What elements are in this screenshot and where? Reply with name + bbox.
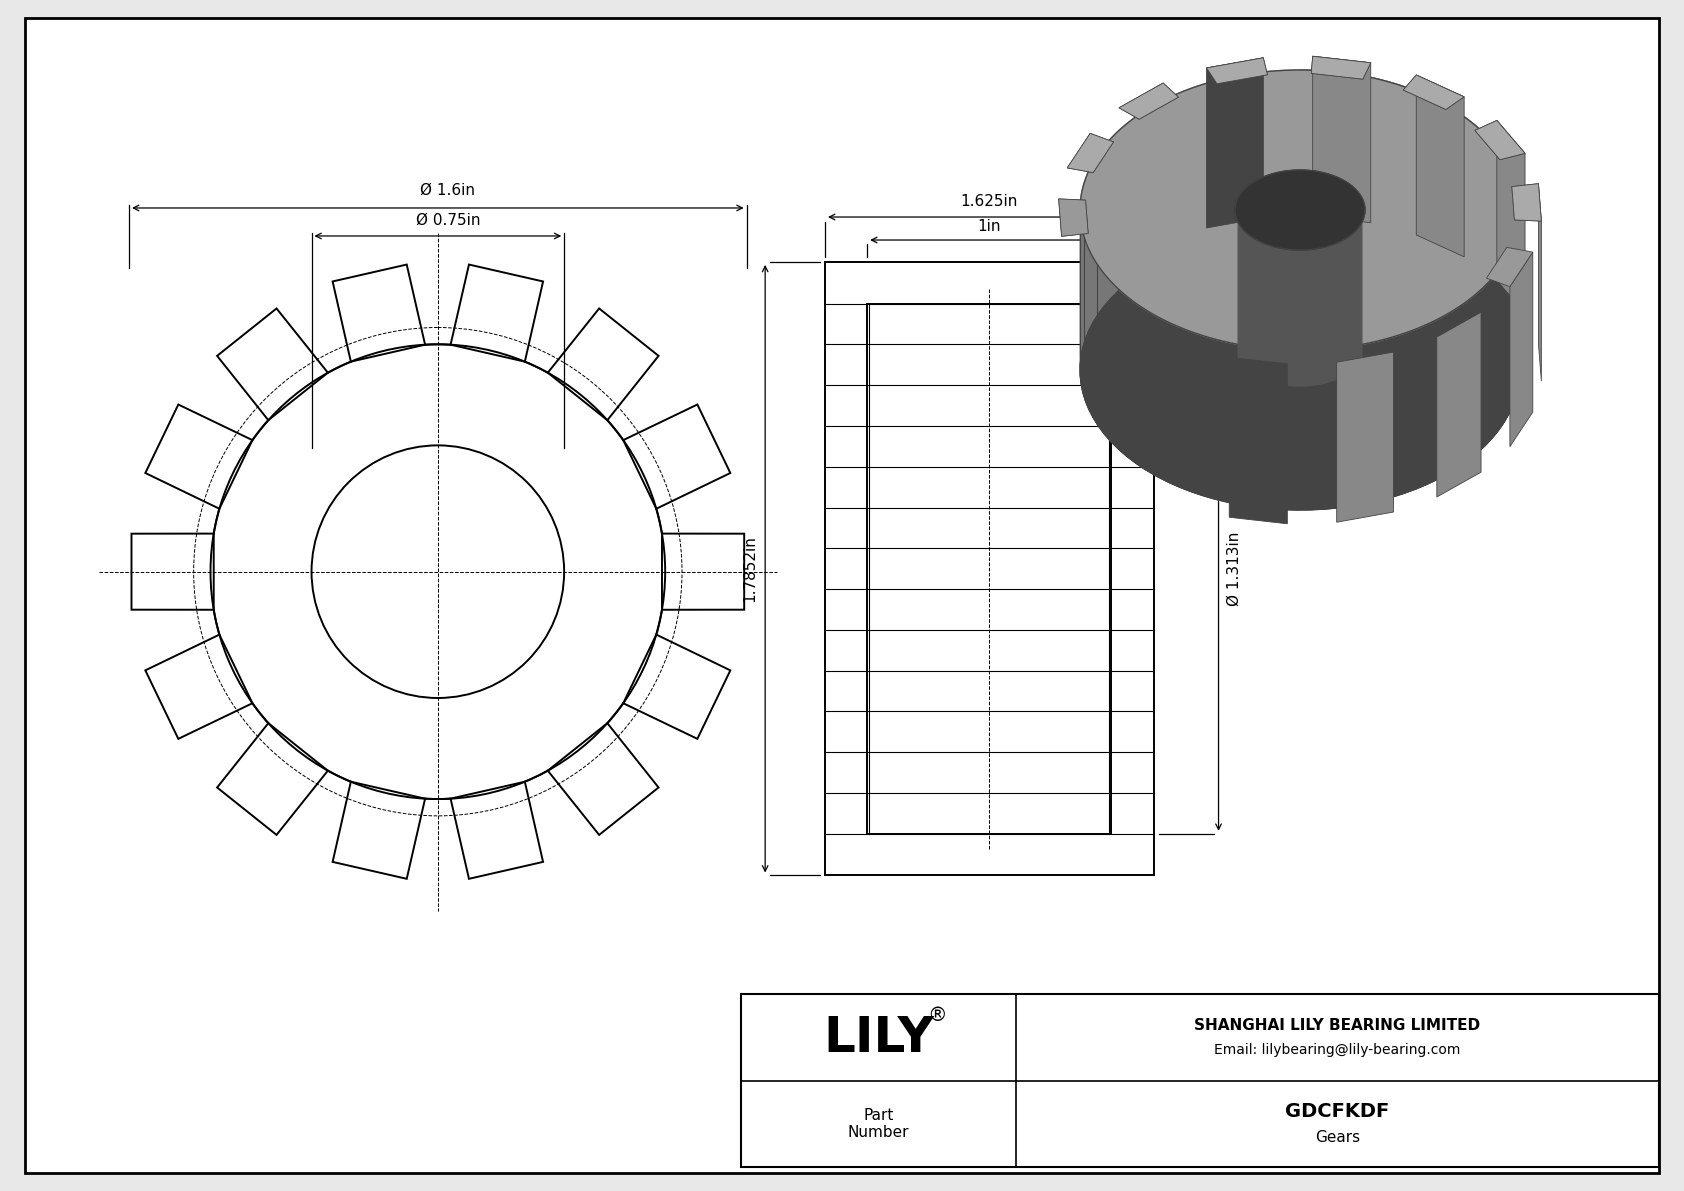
Text: 1in: 1in	[978, 219, 1000, 233]
Polygon shape	[1416, 75, 1463, 257]
Text: GDCFKDF: GDCFKDF	[1285, 1102, 1389, 1121]
Polygon shape	[1512, 183, 1541, 222]
Bar	[825, 262, 1154, 875]
Polygon shape	[1079, 230, 1521, 510]
Polygon shape	[1079, 70, 1521, 350]
Polygon shape	[1068, 133, 1113, 173]
Polygon shape	[1068, 133, 1113, 173]
Polygon shape	[1403, 75, 1463, 110]
Bar	[867, 304, 1111, 834]
Polygon shape	[1403, 75, 1463, 110]
Text: SHANGHAI LILY BEARING LIMITED: SHANGHAI LILY BEARING LIMITED	[1194, 1018, 1480, 1033]
Text: Ø 1.6in: Ø 1.6in	[421, 183, 475, 198]
Polygon shape	[1079, 210, 1517, 510]
Polygon shape	[1337, 353, 1393, 522]
Polygon shape	[1229, 357, 1287, 524]
Polygon shape	[1312, 56, 1371, 223]
Text: ®: ®	[926, 1006, 946, 1025]
Bar	[741, 994, 1659, 1167]
Polygon shape	[1118, 83, 1179, 119]
Text: Ø 1.313in: Ø 1.313in	[1226, 531, 1241, 606]
Polygon shape	[1539, 183, 1541, 381]
Polygon shape	[1059, 199, 1088, 236]
Polygon shape	[1511, 252, 1532, 447]
Polygon shape	[1118, 83, 1179, 119]
Polygon shape	[1497, 120, 1526, 313]
Polygon shape	[1487, 248, 1532, 287]
Polygon shape	[1312, 56, 1371, 79]
Text: LILY: LILY	[823, 1014, 935, 1061]
Polygon shape	[1206, 58, 1268, 83]
Text: 1.625in: 1.625in	[960, 194, 1019, 208]
Text: 1.7852in: 1.7852in	[743, 535, 758, 603]
Polygon shape	[1234, 170, 1366, 250]
Polygon shape	[1475, 120, 1526, 160]
Polygon shape	[1238, 223, 1362, 386]
Text: Ø 0.75in: Ø 0.75in	[416, 213, 480, 227]
Polygon shape	[1059, 199, 1088, 236]
Polygon shape	[1300, 70, 1521, 392]
Polygon shape	[1206, 58, 1263, 227]
Text: Email: lilybearing@lily-bearing.com: Email: lilybearing@lily-bearing.com	[1214, 1042, 1460, 1056]
Polygon shape	[1512, 183, 1541, 222]
Text: Part
Number: Part Number	[847, 1108, 909, 1140]
Polygon shape	[1436, 312, 1480, 497]
Polygon shape	[1475, 120, 1526, 160]
Text: Gears: Gears	[1315, 1129, 1361, 1145]
Polygon shape	[1206, 58, 1268, 83]
Polygon shape	[1312, 56, 1371, 79]
